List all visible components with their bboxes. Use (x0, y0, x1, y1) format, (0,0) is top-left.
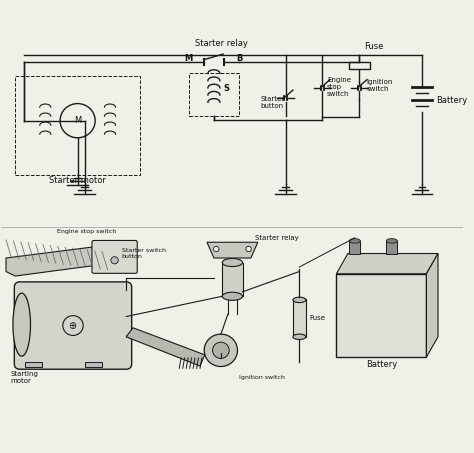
FancyBboxPatch shape (92, 241, 137, 273)
Circle shape (213, 246, 219, 252)
Text: M: M (184, 54, 192, 63)
Text: Starting
motor: Starting motor (10, 371, 38, 384)
Text: Engine stop switch: Engine stop switch (57, 229, 116, 234)
Ellipse shape (293, 334, 306, 339)
Ellipse shape (222, 292, 243, 300)
Text: Starter motor: Starter motor (49, 176, 106, 185)
Ellipse shape (204, 334, 237, 366)
Polygon shape (427, 254, 438, 357)
Ellipse shape (293, 297, 306, 303)
Bar (349, 241, 360, 254)
Bar (222, 263, 243, 296)
FancyBboxPatch shape (14, 282, 132, 369)
Bar (15, 76, 140, 175)
Text: $\oplus$: $\oplus$ (68, 320, 78, 331)
Bar (349, 62, 370, 69)
Polygon shape (337, 254, 438, 274)
Circle shape (246, 246, 251, 252)
Text: Starter relay: Starter relay (255, 235, 299, 241)
Polygon shape (207, 242, 258, 258)
Ellipse shape (222, 259, 243, 266)
Text: Starter
button: Starter button (260, 96, 284, 109)
Text: Ignition switch: Ignition switch (239, 375, 285, 380)
Text: Fuse: Fuse (310, 315, 326, 321)
Text: Starter switch
button: Starter switch button (121, 248, 165, 259)
Circle shape (111, 257, 118, 264)
Text: Fuse: Fuse (364, 42, 383, 51)
Text: Ignition
switch: Ignition switch (366, 79, 393, 92)
Bar (26, 361, 42, 367)
Ellipse shape (13, 293, 30, 356)
Text: Engine
stop
switch: Engine stop switch (327, 77, 351, 97)
Text: Battery: Battery (436, 96, 467, 105)
Text: S: S (223, 84, 229, 93)
Text: Battery: Battery (366, 360, 397, 369)
Bar (189, 73, 239, 116)
Text: Starter relay: Starter relay (195, 39, 248, 48)
Bar (85, 361, 102, 367)
Ellipse shape (212, 342, 229, 358)
Bar (293, 299, 306, 337)
Polygon shape (6, 245, 117, 276)
Text: B: B (236, 54, 243, 63)
Text: M: M (74, 116, 81, 125)
Polygon shape (126, 328, 205, 366)
Bar (386, 241, 397, 254)
Bar (337, 274, 427, 357)
Ellipse shape (349, 239, 360, 243)
Ellipse shape (386, 239, 397, 243)
